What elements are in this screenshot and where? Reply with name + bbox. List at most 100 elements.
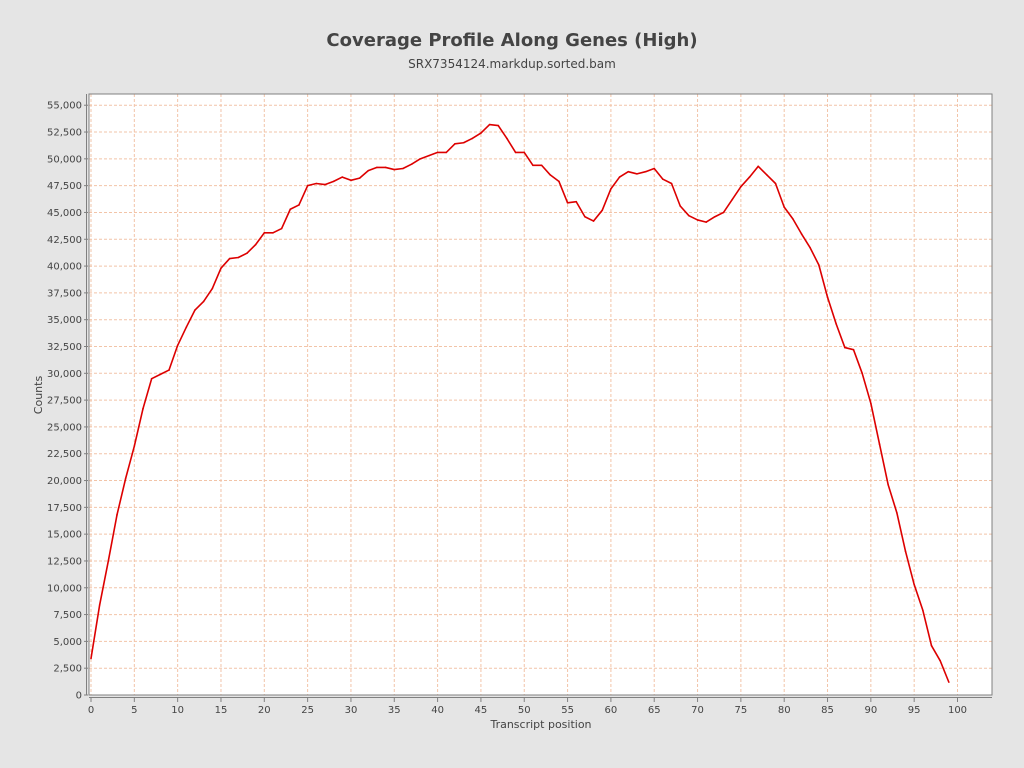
coverage-point — [185, 326, 188, 328]
coverage-point — [402, 167, 404, 170]
coverage-point — [419, 158, 422, 160]
coverage-point — [904, 550, 907, 553]
coverage-point — [818, 264, 820, 266]
coverage-point — [913, 583, 915, 586]
y-tick-label: 45,000 — [47, 208, 82, 219]
coverage-point — [506, 137, 508, 140]
coverage-point — [150, 377, 153, 380]
coverage-point — [367, 169, 370, 172]
coverage-point — [514, 151, 517, 154]
coverage-point — [176, 344, 179, 347]
coverage-point — [263, 232, 266, 234]
coverage-point — [740, 185, 742, 188]
x-axis: 0 5 10 15 20 25 30 35 40 45 50 55 60 65 70 75 80 85 90 95 10… — [88, 697, 992, 716]
coverage-point — [774, 182, 777, 185]
coverage-point — [306, 184, 309, 187]
coverage-point — [384, 166, 387, 169]
y-tick-label: 27,500 — [47, 396, 82, 407]
coverage-point — [662, 178, 664, 181]
x-tick-label: 40 — [431, 705, 444, 716]
coverage-point — [376, 166, 378, 169]
coverage-point — [298, 204, 300, 206]
y-tick-label: 35,000 — [47, 315, 82, 326]
coverage-point — [194, 309, 196, 311]
coverage-point — [90, 657, 92, 660]
coverage-point — [584, 215, 586, 218]
coverage-point — [393, 168, 396, 171]
x-tick-label: 70 — [691, 705, 704, 716]
coverage-point — [688, 214, 690, 217]
coverage-point — [878, 443, 881, 445]
coverage-point — [124, 477, 127, 480]
y-tick-label: 40,000 — [47, 262, 82, 273]
coverage-point — [852, 348, 855, 351]
x-axis-label: Transcript position — [489, 718, 591, 731]
y-tick-label: 12,500 — [47, 556, 82, 567]
coverage-point — [497, 124, 500, 127]
coverage-point — [116, 514, 118, 516]
x-tick-label: 30 — [345, 705, 358, 716]
coverage-point — [540, 164, 543, 167]
coverage-point — [566, 202, 569, 204]
x-tick-label: 100 — [948, 705, 967, 716]
coverage-point — [722, 211, 725, 214]
x-tick-label: 95 — [908, 705, 921, 716]
coverage-point — [168, 369, 170, 371]
series-layer — [90, 123, 950, 683]
x-tick-label: 50 — [518, 705, 531, 716]
x-tick-label: 90 — [864, 705, 877, 716]
coverage-point — [471, 137, 474, 140]
coverage-point — [575, 200, 578, 203]
y-tick-label: 20,000 — [47, 476, 82, 487]
x-tick-label: 25 — [301, 705, 314, 716]
coverage-point — [748, 176, 751, 178]
y-tick-label: 15,000 — [47, 530, 82, 541]
coverage-point — [350, 179, 352, 182]
x-tick-label: 20 — [258, 705, 271, 716]
chart-title: Coverage Profile Along Genes (High) — [326, 30, 698, 51]
coverage-point — [315, 182, 318, 185]
coverage-point — [714, 215, 716, 218]
coverage-point — [324, 183, 326, 186]
y-tick-label: 7,500 — [53, 610, 82, 621]
y-tick-label: 5,000 — [53, 637, 82, 648]
coverage-point — [341, 176, 344, 178]
y-tick-label: 30,000 — [47, 369, 82, 380]
coverage-point — [592, 220, 595, 222]
coverage-point — [800, 233, 803, 235]
x-tick-label: 0 — [88, 705, 94, 716]
coverage-point — [705, 221, 708, 223]
x-tick-label: 35 — [388, 705, 401, 716]
coverage-point — [610, 188, 612, 190]
coverage-point — [896, 511, 898, 514]
y-tick-label: 32,500 — [47, 342, 82, 353]
coverage-point — [211, 287, 214, 290]
coverage-point — [844, 346, 846, 349]
coverage-point — [835, 323, 837, 325]
coverage-point — [436, 151, 439, 154]
y-axis-label: Counts — [32, 376, 45, 415]
coverage-point — [332, 180, 335, 183]
x-tick-label: 65 — [648, 705, 661, 716]
coverage-point — [636, 173, 638, 175]
x-tick-label: 55 — [561, 705, 574, 716]
coverage-point — [670, 182, 673, 185]
coverage-point — [861, 372, 863, 375]
coverage-point — [272, 232, 274, 234]
coverage-point — [220, 267, 222, 270]
y-tick-label: 10,000 — [47, 583, 82, 594]
y-axis: 0 2,500 5,000 7,500 10,000 12,500 15,000 17,500… — [47, 94, 88, 702]
coverage-point — [98, 604, 101, 606]
coverage-point — [107, 560, 110, 562]
coverage-point — [601, 209, 604, 212]
plot-border — [88, 93, 993, 696]
coverage-point — [410, 163, 413, 166]
x-tick-label: 60 — [605, 705, 618, 716]
y-tick-label: 47,500 — [47, 181, 82, 192]
coverage-point — [142, 407, 144, 410]
coverage-point — [237, 256, 240, 259]
plot-background — [89, 94, 992, 695]
coverage-point — [480, 132, 482, 134]
coverage-point — [159, 373, 162, 376]
